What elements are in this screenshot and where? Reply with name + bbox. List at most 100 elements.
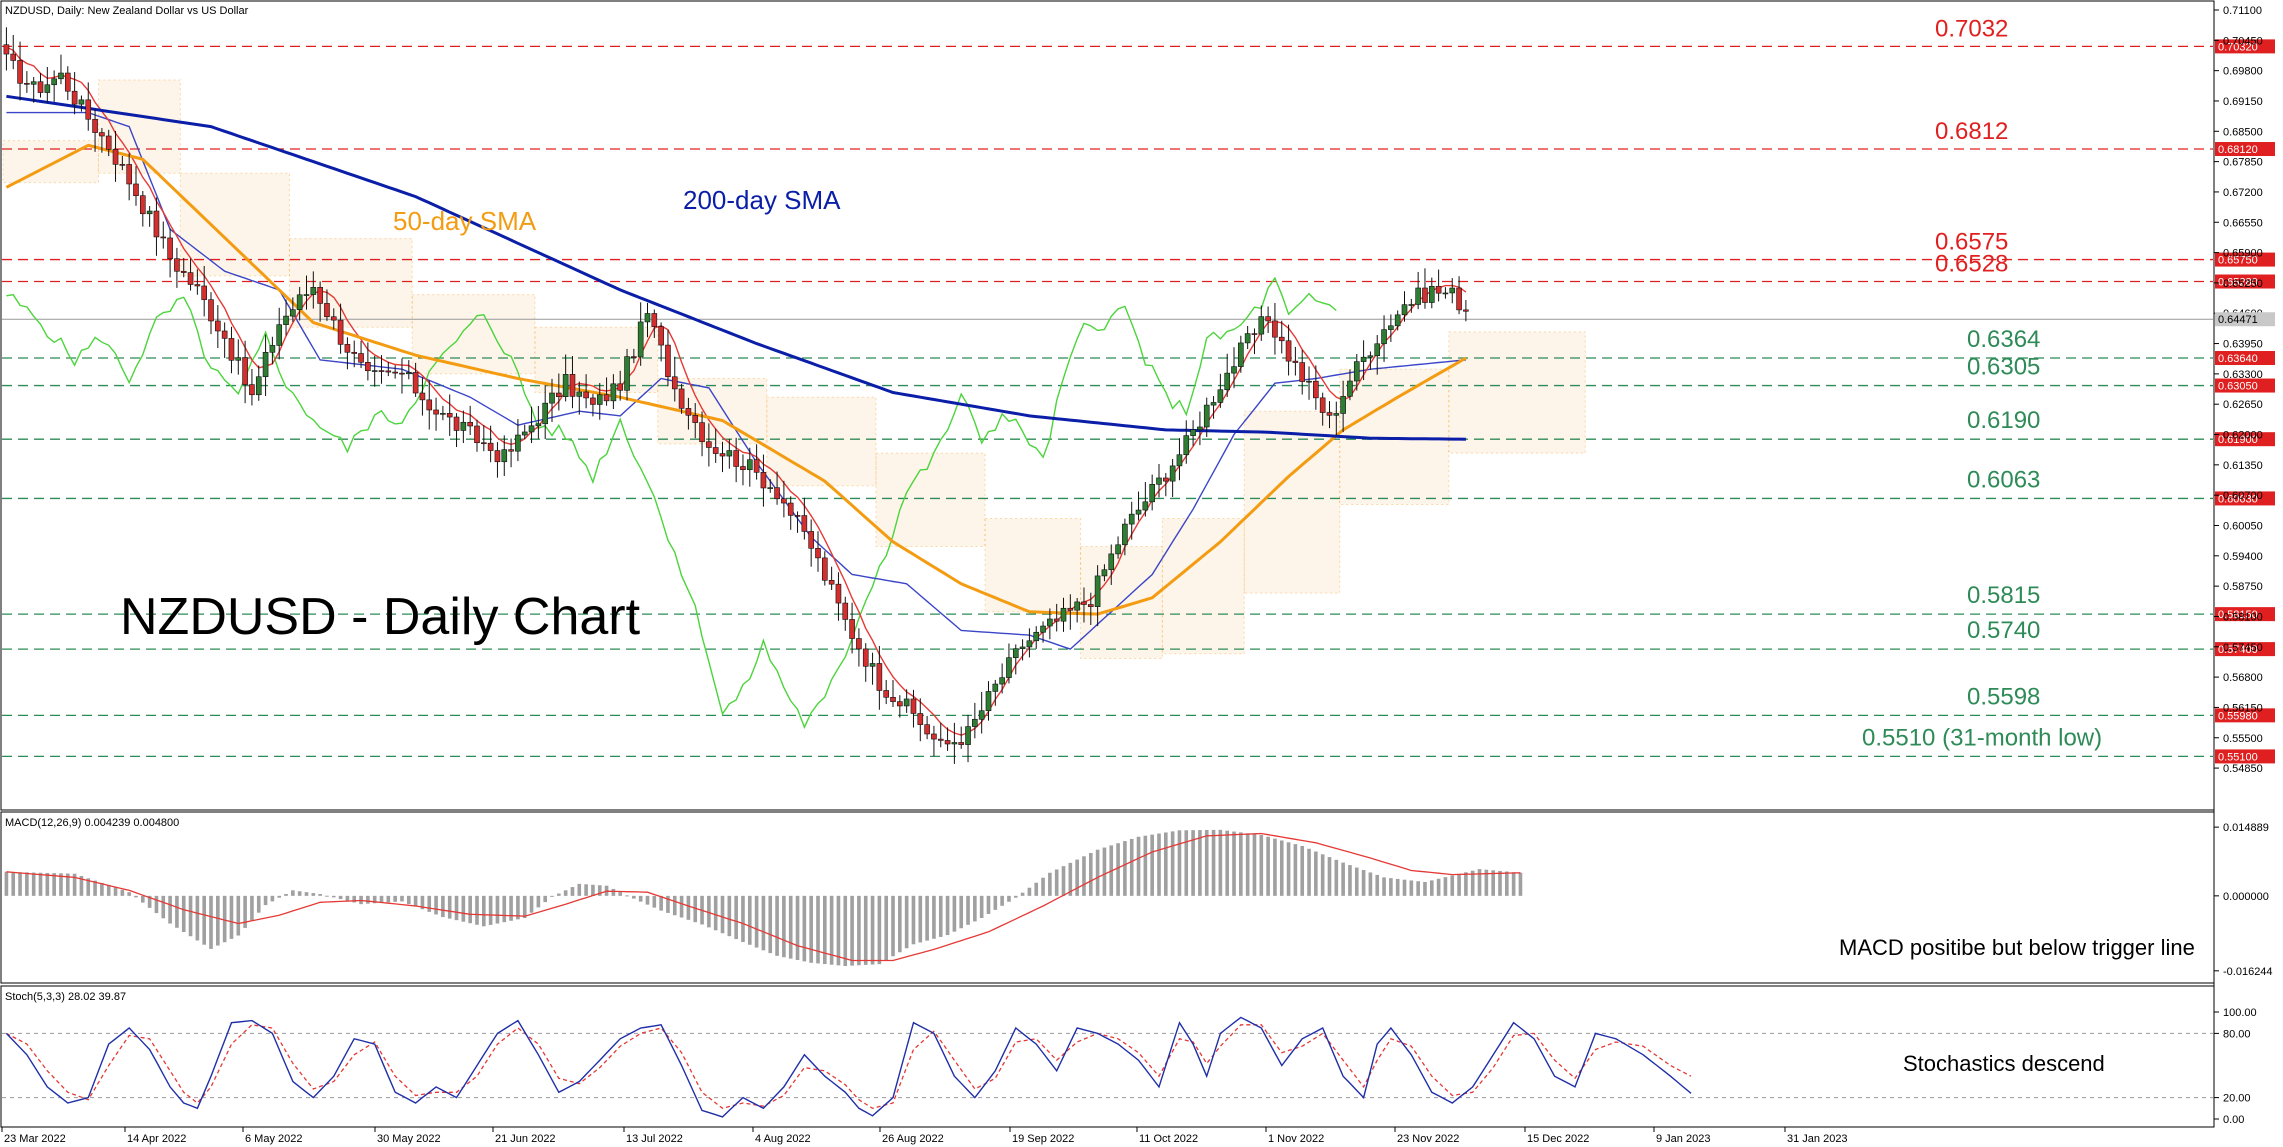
candle-body — [1388, 325, 1394, 330]
price-tick-label: 0.58100 — [2223, 611, 2263, 623]
resistance-label: 0.6812 — [1935, 118, 2008, 145]
candle-body — [440, 413, 446, 415]
candle-body — [1374, 343, 1381, 357]
macd-histogram-bar — [1252, 834, 1257, 896]
price-tick-label: 0.65250 — [2223, 278, 2263, 290]
time-tick-label: 6 May 2022 — [245, 1133, 302, 1145]
resistance-tag: 0.68120 — [2218, 144, 2258, 156]
price-tick-label: 0.54850 — [2223, 763, 2263, 775]
candle-body — [862, 648, 869, 667]
macd-histogram-bar — [563, 890, 568, 896]
macd-histogram-bar — [911, 895, 916, 945]
cloud-segment — [179, 172, 290, 277]
candle-body — [1401, 304, 1408, 316]
candle-body — [596, 394, 603, 405]
price-tick-label: 0.61350 — [2223, 460, 2263, 472]
candle-body — [1026, 640, 1033, 648]
candle-body — [351, 351, 358, 354]
chikou-span-line — [6, 276, 1337, 729]
candle-body — [433, 409, 439, 415]
candle-body — [951, 742, 958, 745]
macd-histogram-bar — [1498, 870, 1502, 896]
macd-histogram-bar — [1245, 833, 1250, 896]
candle-body — [17, 60, 23, 84]
stoch-d-line — [6, 1024, 1692, 1110]
candle-body — [119, 164, 126, 166]
macd-histogram-bar — [993, 895, 998, 910]
candle-body — [603, 394, 610, 402]
candle-body — [30, 81, 37, 85]
macd-histogram-bar — [1477, 869, 1482, 896]
macd-histogram-bar — [1088, 852, 1093, 896]
candle-body — [1224, 372, 1231, 391]
support-tag: 0.58150 — [2218, 609, 2258, 621]
macd-histogram-bar — [45, 872, 50, 896]
candle-body — [897, 701, 903, 707]
candle-body — [44, 84, 51, 93]
candle-body — [842, 602, 849, 620]
sma200-label: 200-day SMA — [683, 185, 841, 215]
macd-histogram-bar — [59, 873, 63, 896]
price-tick-label: 0.56150 — [2223, 702, 2263, 714]
macd-histogram-bar — [550, 895, 554, 897]
macd-histogram-bar — [393, 895, 397, 902]
macd-histogram-bar — [782, 895, 786, 958]
macd-histogram-bar — [441, 895, 445, 918]
price-tick-label: 0.63300 — [2223, 369, 2263, 381]
macd-histogram-bar — [1198, 830, 1202, 896]
macd-histogram-bar — [141, 895, 145, 903]
support-tag: 0.55100 — [2218, 751, 2258, 763]
sma200-line — [6, 94, 1466, 441]
support-tag-bg — [2215, 607, 2275, 622]
macd-tick-label: 0.014889 — [2223, 822, 2269, 834]
macd-histogram-bar — [18, 872, 22, 896]
candle-body — [985, 691, 992, 712]
candle-body — [651, 313, 658, 327]
price-tick-label: 0.71100 — [2223, 5, 2262, 17]
candle-body — [221, 330, 228, 339]
candle-body — [1183, 435, 1190, 456]
macd-histogram-bar — [154, 895, 159, 914]
candle-body — [99, 132, 105, 137]
macd-histogram-bar — [1061, 866, 1066, 896]
macd-histogram-bar — [802, 895, 807, 962]
price-tick-label: 0.56800 — [2223, 672, 2263, 684]
candle-body — [494, 450, 501, 463]
support-label: 0.5598 — [1967, 683, 2040, 710]
macd-histogram-bar — [966, 895, 970, 925]
macd-histogram-bar — [72, 873, 77, 896]
macd-histogram-bar — [1273, 838, 1277, 896]
macd-histogram-bar — [1511, 872, 1516, 896]
macd-histogram-bar — [659, 895, 663, 911]
candle-body — [1251, 333, 1258, 335]
support-tag: 0.63640 — [2218, 353, 2258, 365]
main-panel-frame — [0, 0, 2215, 811]
candle-body — [835, 583, 842, 604]
support-tag: 0.55980 — [2218, 710, 2258, 722]
candle-body — [849, 619, 855, 639]
candle-body — [194, 284, 201, 287]
macd-histogram-bar — [1464, 872, 1468, 896]
candle-body — [1149, 483, 1155, 503]
candle-body — [1422, 287, 1428, 303]
candle-body — [828, 579, 835, 585]
macd-histogram-bar — [904, 895, 909, 949]
cloud-segment — [1448, 331, 1586, 454]
macd-histogram-bar — [468, 895, 472, 924]
candle-body — [1122, 523, 1128, 546]
macd-histogram-bar — [645, 895, 650, 905]
macd-histogram-bar — [1293, 844, 1298, 896]
resistance-tag-bg — [2215, 142, 2275, 157]
candle-body — [405, 372, 412, 375]
candle-body — [337, 319, 344, 345]
macd-histogram-bar — [877, 895, 882, 965]
macd-histogram-bar — [495, 895, 500, 924]
macd-histogram-bar — [11, 872, 16, 896]
candle-body — [1415, 287, 1421, 305]
macd-histogram-bar — [1361, 870, 1366, 896]
candle-body — [276, 324, 283, 346]
macd-histogram-bar — [632, 895, 636, 899]
macd-tick-label: -0.016244 — [2223, 966, 2273, 978]
candle-body — [1353, 361, 1360, 382]
